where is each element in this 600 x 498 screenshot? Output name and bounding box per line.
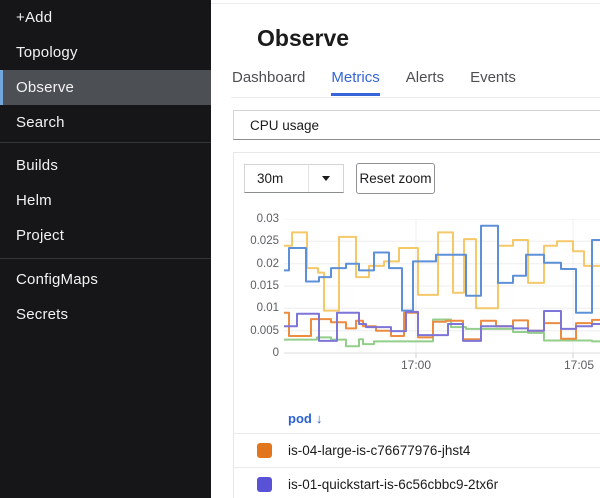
tab-dashboard[interactable]: Dashboard <box>232 69 306 86</box>
header-divider <box>211 3 600 4</box>
sidebar-item-search[interactable]: Search <box>0 105 211 140</box>
y-tick-label: 0.03 <box>256 213 279 225</box>
sidebar-item-add[interactable]: +Add <box>0 0 211 35</box>
sidebar-item-label: ConfigMaps <box>16 271 99 288</box>
sidebar-item-helm[interactable]: Helm <box>0 183 211 218</box>
table-divider <box>234 467 600 468</box>
sidebar-item-builds[interactable]: Builds <box>0 148 211 183</box>
sidebar-divider <box>0 142 211 143</box>
tab-events[interactable]: Events <box>470 69 516 86</box>
y-tick-label: 0 <box>272 347 279 359</box>
y-tick-label: 0.005 <box>250 325 279 337</box>
page-title: Observe <box>257 25 350 51</box>
x-tick-label: 17:00 <box>400 358 432 372</box>
query-value: CPU usage <box>250 117 320 133</box>
main-content: Observe Dashboard Metrics Alerts Events … <box>211 0 600 498</box>
tabs-divider <box>231 97 600 98</box>
sidebar-item-observe[interactable]: Observe <box>0 70 211 105</box>
sidebar-item-label: Search <box>16 114 65 131</box>
timespan-value: 30m <box>257 171 284 186</box>
sidebar: +Add Topology Observe Search Builds Helm… <box>0 0 211 498</box>
series-color-swatch <box>257 477 272 492</box>
sidebar-item-secrets[interactable]: Secrets <box>0 297 211 332</box>
sidebar-item-label: Secrets <box>16 306 69 323</box>
metrics-query-input[interactable]: CPU usage <box>233 110 600 140</box>
table-divider <box>234 433 600 434</box>
pod-name: is-01-quickstart-is-6c56cbbc9-2tx6r <box>288 477 499 492</box>
tab-alerts[interactable]: Alerts <box>405 69 445 86</box>
tab-metrics[interactable]: Metrics <box>331 69 380 96</box>
sidebar-item-label: Project <box>16 227 65 244</box>
y-tick-label: 0.01 <box>256 302 279 314</box>
legend-row[interactable]: is-01-quickstart-is-6c56cbbc9-2tx6r <box>234 468 600 498</box>
sidebar-item-label: +Add <box>16 9 53 26</box>
chevron-down-icon <box>308 165 343 192</box>
sidebar-divider <box>0 258 211 259</box>
metrics-chart-card: 30m Reset zoom 0.03 0.025 0.02 0.015 0.0… <box>233 152 600 498</box>
reset-zoom-button[interactable]: Reset zoom <box>356 163 435 194</box>
sort-descending-icon: ↓ <box>315 411 323 426</box>
legend-row[interactable]: is-04-large-is-c76677976-jhst4 <box>234 434 600 467</box>
sidebar-item-label: Observe <box>16 79 75 96</box>
cpu-usage-chart[interactable] <box>284 219 600 359</box>
sidebar-item-label: Topology <box>16 44 78 61</box>
y-tick-label: 0.015 <box>250 280 279 292</box>
pod-name: is-04-large-is-c76677976-jhst4 <box>288 443 471 458</box>
sidebar-item-topology[interactable]: Topology <box>0 35 211 70</box>
sidebar-item-label: Helm <box>16 192 52 209</box>
pod-column-header[interactable]: pod ↓ <box>288 411 322 426</box>
timespan-select[interactable]: 30m <box>244 164 344 193</box>
y-tick-label: 0.025 <box>250 235 279 247</box>
sidebar-item-label: Builds <box>16 157 59 174</box>
series-color-swatch <box>257 443 272 458</box>
tabs-bar: Dashboard Metrics Alerts Events <box>232 69 542 96</box>
pod-column-label: pod <box>288 411 312 426</box>
y-tick-label: 0.02 <box>256 258 279 270</box>
x-tick-label: 17:05 <box>563 358 595 372</box>
sidebar-item-project[interactable]: Project <box>0 218 211 253</box>
sidebar-item-configmaps[interactable]: ConfigMaps <box>0 262 211 297</box>
